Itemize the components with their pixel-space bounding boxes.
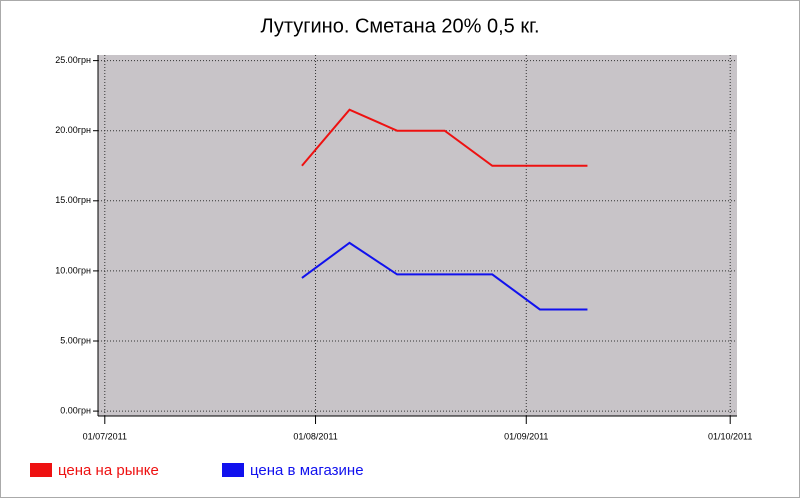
x-tick-label: 01/08/2011: [293, 431, 337, 441]
x-tick-label: 01/10/2011: [708, 431, 752, 441]
y-tick-label: 5.00грн: [60, 335, 91, 345]
y-tick-label: 25.00грн: [55, 55, 91, 65]
y-tick-label: 10.00грн: [55, 265, 91, 275]
y-tick-label: 20.00грн: [55, 125, 91, 135]
y-tick-label: 15.00грн: [55, 195, 91, 205]
x-tick-label: 01/09/2011: [504, 431, 548, 441]
series-line: [301, 241, 588, 311]
plot-area: [98, 55, 737, 416]
series-line: [301, 108, 588, 167]
legend-swatch: [222, 463, 244, 477]
y-tick-label: 0.00грн: [60, 405, 91, 415]
x-tick-label: 01/07/2011: [83, 431, 127, 441]
legend-label: цена в магазине: [250, 462, 364, 479]
legend-label: цена на рынке: [58, 462, 159, 479]
legend-swatch: [30, 463, 52, 477]
chart-title: Лутугино. Сметана 20% 0,5 кг.: [260, 15, 539, 37]
